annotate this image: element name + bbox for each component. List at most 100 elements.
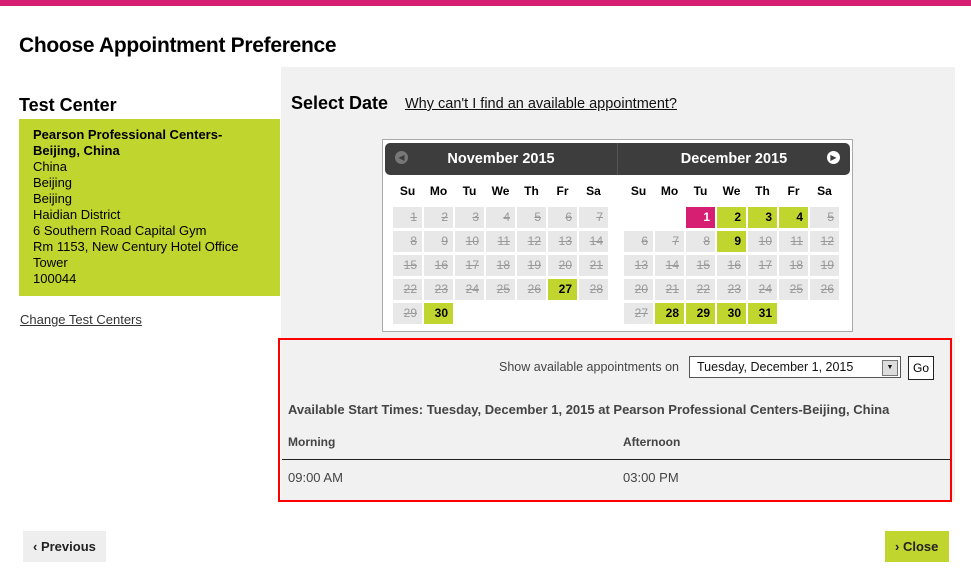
day-cell-unavailable: 7	[579, 207, 608, 228]
chevron-right-icon: ›	[895, 539, 903, 554]
previous-button[interactable]: ‹ Previous	[23, 531, 106, 562]
weekday-header: Tu	[693, 184, 708, 198]
day-cell-unavailable: 13	[624, 255, 653, 276]
day-cell-unavailable: 25	[779, 279, 808, 300]
address-line: 6 Southern Road Capital Gym	[33, 223, 207, 238]
dropdown-arrow-icon[interactable]: ▼	[882, 360, 898, 376]
divider	[282, 459, 950, 460]
select-date-heading: Select Date	[291, 93, 389, 113]
empty-cell	[655, 207, 684, 228]
day-cell-available[interactable]: 28	[655, 303, 684, 324]
chevron-left-icon: ‹	[33, 539, 41, 554]
why-no-appointment-link[interactable]: Why can't I find an available appointmen…	[405, 96, 677, 112]
prev-month-icon[interactable]: ◀	[395, 151, 408, 164]
month-grid-december: Su Mo Tu We Th Fr Sa 1 2 3 4 5 6 7 8 9 10 11 12 13 14 15 16 17 1…	[624, 184, 839, 324]
date-select-value: Tuesday, December 1, 2015	[697, 360, 854, 374]
address-line: Beijing	[33, 175, 73, 190]
day-cell-available[interactable]: 9	[717, 231, 746, 252]
day-cell-unavailable: 8	[393, 231, 422, 252]
address-line: China	[33, 159, 67, 174]
day-cell-unavailable: 24	[455, 279, 484, 300]
day-cell-unavailable: 22	[686, 279, 715, 300]
day-cell-unavailable: 26	[517, 279, 546, 300]
go-button[interactable]: Go	[908, 356, 934, 380]
day-cell-unavailable: 8	[686, 231, 715, 252]
day-cell-unavailable: 22	[393, 279, 422, 300]
month-title-november: November 2015	[447, 151, 555, 167]
change-test-centers-link[interactable]: Change Test Centers	[20, 312, 142, 327]
weekday-header: Tu	[462, 184, 477, 198]
day-cell-available[interactable]: 30	[424, 303, 453, 324]
address-line: Rm 1153, New Century Hotel Office Tower	[33, 239, 239, 270]
empty-cell	[624, 207, 653, 228]
address-line: Beijing	[33, 191, 73, 206]
day-cell-unavailable: 23	[424, 279, 453, 300]
weekday-header: Sa	[586, 184, 601, 198]
day-cell-unavailable: 15	[686, 255, 715, 276]
weekday-header: Mo	[429, 184, 448, 198]
page-title: Choose Appointment Preference	[19, 34, 337, 57]
day-cell-unavailable: 18	[779, 255, 808, 276]
day-cell-available[interactable]: 31	[748, 303, 777, 324]
day-cell-available[interactable]: 29	[686, 303, 715, 324]
weekday-header: We	[722, 184, 741, 198]
day-cell-unavailable: 19	[517, 255, 546, 276]
morning-column-header: Morning	[288, 435, 336, 449]
day-cell-selected[interactable]: 1	[686, 207, 715, 228]
date-select[interactable]: Tuesday, December 1, 2015 ▼	[689, 356, 901, 378]
day-cell-unavailable: 28	[579, 279, 608, 300]
day-cell-available[interactable]: 27	[548, 279, 577, 300]
day-cell-unavailable: 21	[655, 279, 684, 300]
next-month-icon[interactable]: ▶	[827, 151, 840, 164]
weekday-header: We	[491, 184, 510, 198]
month-title-december: December 2015	[680, 151, 788, 167]
day-cell-unavailable: 14	[579, 231, 608, 252]
afternoon-column-header: Afternoon	[623, 435, 681, 449]
date-picker: ◀ November 2015 December 2015 ▶ Su Mo Tu We…	[382, 139, 853, 332]
day-cell-unavailable: 11	[779, 231, 808, 252]
calendar-header: ◀ November 2015 December 2015 ▶	[385, 143, 850, 175]
weekday-header: Su	[399, 184, 416, 198]
day-cell-available[interactable]: 30	[717, 303, 746, 324]
day-cell-unavailable: 25	[486, 279, 515, 300]
day-cell-unavailable: 14	[655, 255, 684, 276]
day-cell-unavailable: 3	[455, 207, 484, 228]
previous-label: Previous	[40, 539, 96, 554]
day-cell-unavailable: 27	[624, 303, 653, 324]
close-label: Close	[902, 539, 939, 554]
day-cell-unavailable: 29	[393, 303, 422, 324]
day-cell-unavailable: 12	[810, 231, 839, 252]
top-accent-bar	[0, 0, 971, 6]
divider	[617, 143, 618, 175]
available-times-section	[278, 338, 952, 502]
day-cell-unavailable: 11	[486, 231, 515, 252]
day-cell-available[interactable]: 3	[748, 207, 777, 228]
show-appointments-label: Show available appointments on	[499, 360, 679, 374]
available-times-heading: Available Start Times: Tuesday, December…	[288, 402, 890, 417]
time-slot-afternoon[interactable]: 03:00 PM	[623, 470, 679, 485]
time-slot-morning[interactable]: 09:00 AM	[288, 470, 343, 485]
day-cell-unavailable: 6	[548, 207, 577, 228]
day-cell-unavailable: 10	[455, 231, 484, 252]
close-button[interactable]: › Close	[885, 531, 949, 562]
day-cell-unavailable: 16	[424, 255, 453, 276]
day-cell-unavailable: 26	[810, 279, 839, 300]
weekday-header: Th	[755, 184, 770, 198]
day-cell-unavailable: 1	[393, 207, 422, 228]
weekday-header: Mo	[660, 184, 679, 198]
day-cell-unavailable: 2	[424, 207, 453, 228]
day-cell-available[interactable]: 4	[779, 207, 808, 228]
weekday-header: Fr	[556, 184, 569, 198]
day-cell-unavailable: 12	[517, 231, 546, 252]
weekday-header: Su	[630, 184, 647, 198]
day-cell-available[interactable]: 2	[717, 207, 746, 228]
day-cell-unavailable: 17	[455, 255, 484, 276]
weekday-header: Sa	[817, 184, 832, 198]
day-cell-unavailable: 20	[624, 279, 653, 300]
day-cell-unavailable: 15	[393, 255, 422, 276]
day-cell-unavailable: 18	[486, 255, 515, 276]
day-cell-unavailable: 13	[548, 231, 577, 252]
day-cell-unavailable: 10	[748, 231, 777, 252]
day-cell-unavailable: 5	[810, 207, 839, 228]
day-cell-unavailable: 24	[748, 279, 777, 300]
